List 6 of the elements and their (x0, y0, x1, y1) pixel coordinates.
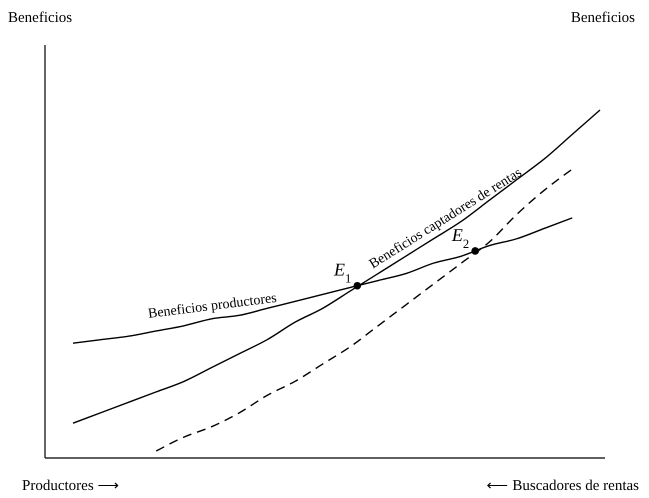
text: ⟵ Buscadores de rentas (486, 478, 640, 494)
annotation: E$_{1}$ (333, 260, 352, 286)
text: Beneficios productores (147, 290, 278, 322)
text: Beneficios (8, 10, 72, 26)
text: Beneficios (570, 10, 636, 26)
x-axis-title: Productores ⟶ (22, 478, 120, 494)
